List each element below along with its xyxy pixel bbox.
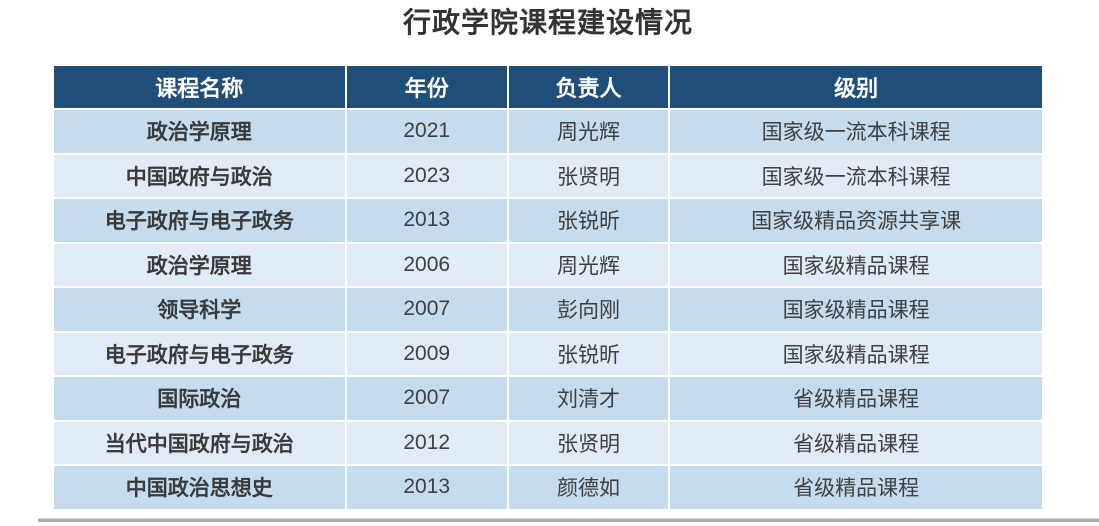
cell-course-name: 政治学原理	[54, 243, 345, 286]
cell-course-name: 电子政府与电子政务	[54, 332, 345, 375]
cell-course-name: 电子政府与电子政务	[54, 199, 345, 242]
cell-leader: 彭向刚	[508, 288, 669, 331]
cell-leader: 颜德如	[508, 466, 669, 509]
cell-level: 国家级一流本科课程	[670, 154, 1042, 197]
cell-year: 2007	[346, 288, 507, 331]
cell-leader: 张贤明	[508, 421, 669, 464]
page-title: 行政学院课程建设情况	[402, 7, 693, 38]
table-row: 国际政治 2007 刘清才 省级精品课程	[54, 377, 1042, 420]
table-row: 中国政治思想史 2013 颜德如 省级精品课程	[54, 466, 1042, 509]
cell-level: 国家级精品课程	[670, 288, 1042, 331]
cell-leader: 周光辉	[508, 110, 669, 153]
course-table: 课程名称 年份 负责人 级别 政治学原理 2021 周光辉 国家级一流本科课程 …	[52, 64, 1044, 511]
cell-leader: 刘清才	[508, 377, 669, 420]
cell-level: 省级精品课程	[670, 421, 1042, 464]
cell-leader: 张贤明	[508, 154, 669, 197]
cell-course-name: 政治学原理	[54, 110, 345, 153]
cell-year: 2006	[346, 243, 507, 286]
cell-leader: 周光辉	[508, 243, 669, 286]
cell-course-name: 领导科学	[54, 288, 345, 331]
cell-level: 国家级精品课程	[670, 332, 1042, 375]
cell-course-name: 中国政治思想史	[54, 466, 345, 509]
table-header-row: 课程名称 年份 负责人 级别	[54, 66, 1042, 108]
table-row: 领导科学 2007 彭向刚 国家级精品课程	[54, 288, 1042, 331]
cell-course-name: 中国政府与政治	[54, 154, 345, 197]
header-course-name: 课程名称	[54, 66, 345, 108]
cell-year: 2012	[346, 421, 507, 464]
cell-level: 省级精品课程	[670, 466, 1042, 509]
cell-leader: 张锐昕	[508, 199, 669, 242]
table-row: 电子政府与电子政务 2009 张锐昕 国家级精品课程	[54, 332, 1042, 375]
cell-year: 2023	[346, 154, 507, 197]
cell-level: 国家级一流本科课程	[670, 110, 1042, 153]
cell-year: 2007	[346, 377, 507, 420]
table-row: 中国政府与政治 2023 张贤明 国家级一流本科课程	[54, 154, 1042, 197]
cell-course-name: 当代中国政府与政治	[54, 421, 345, 464]
cell-leader: 张锐昕	[508, 332, 669, 375]
header-level: 级别	[670, 66, 1042, 108]
cell-year: 2013	[346, 466, 507, 509]
table-row: 政治学原理 2021 周光辉 国家级一流本科课程	[54, 110, 1042, 153]
cell-level: 国家级精品课程	[670, 243, 1042, 286]
cell-year: 2009	[346, 332, 507, 375]
table-row: 政治学原理 2006 周光辉 国家级精品课程	[54, 243, 1042, 286]
table-row: 当代中国政府与政治 2012 张贤明 省级精品课程	[54, 421, 1042, 464]
header-year: 年份	[346, 66, 507, 108]
table-row: 电子政府与电子政务 2013 张锐昕 国家级精品资源共享课	[54, 199, 1042, 242]
cell-course-name: 国际政治	[54, 377, 345, 420]
bottom-divider	[38, 518, 1099, 522]
header-leader: 负责人	[508, 66, 669, 108]
cell-level: 省级精品课程	[670, 377, 1042, 420]
cell-year: 2021	[346, 110, 507, 153]
cell-level: 国家级精品资源共享课	[670, 199, 1042, 242]
cell-year: 2013	[346, 199, 507, 242]
